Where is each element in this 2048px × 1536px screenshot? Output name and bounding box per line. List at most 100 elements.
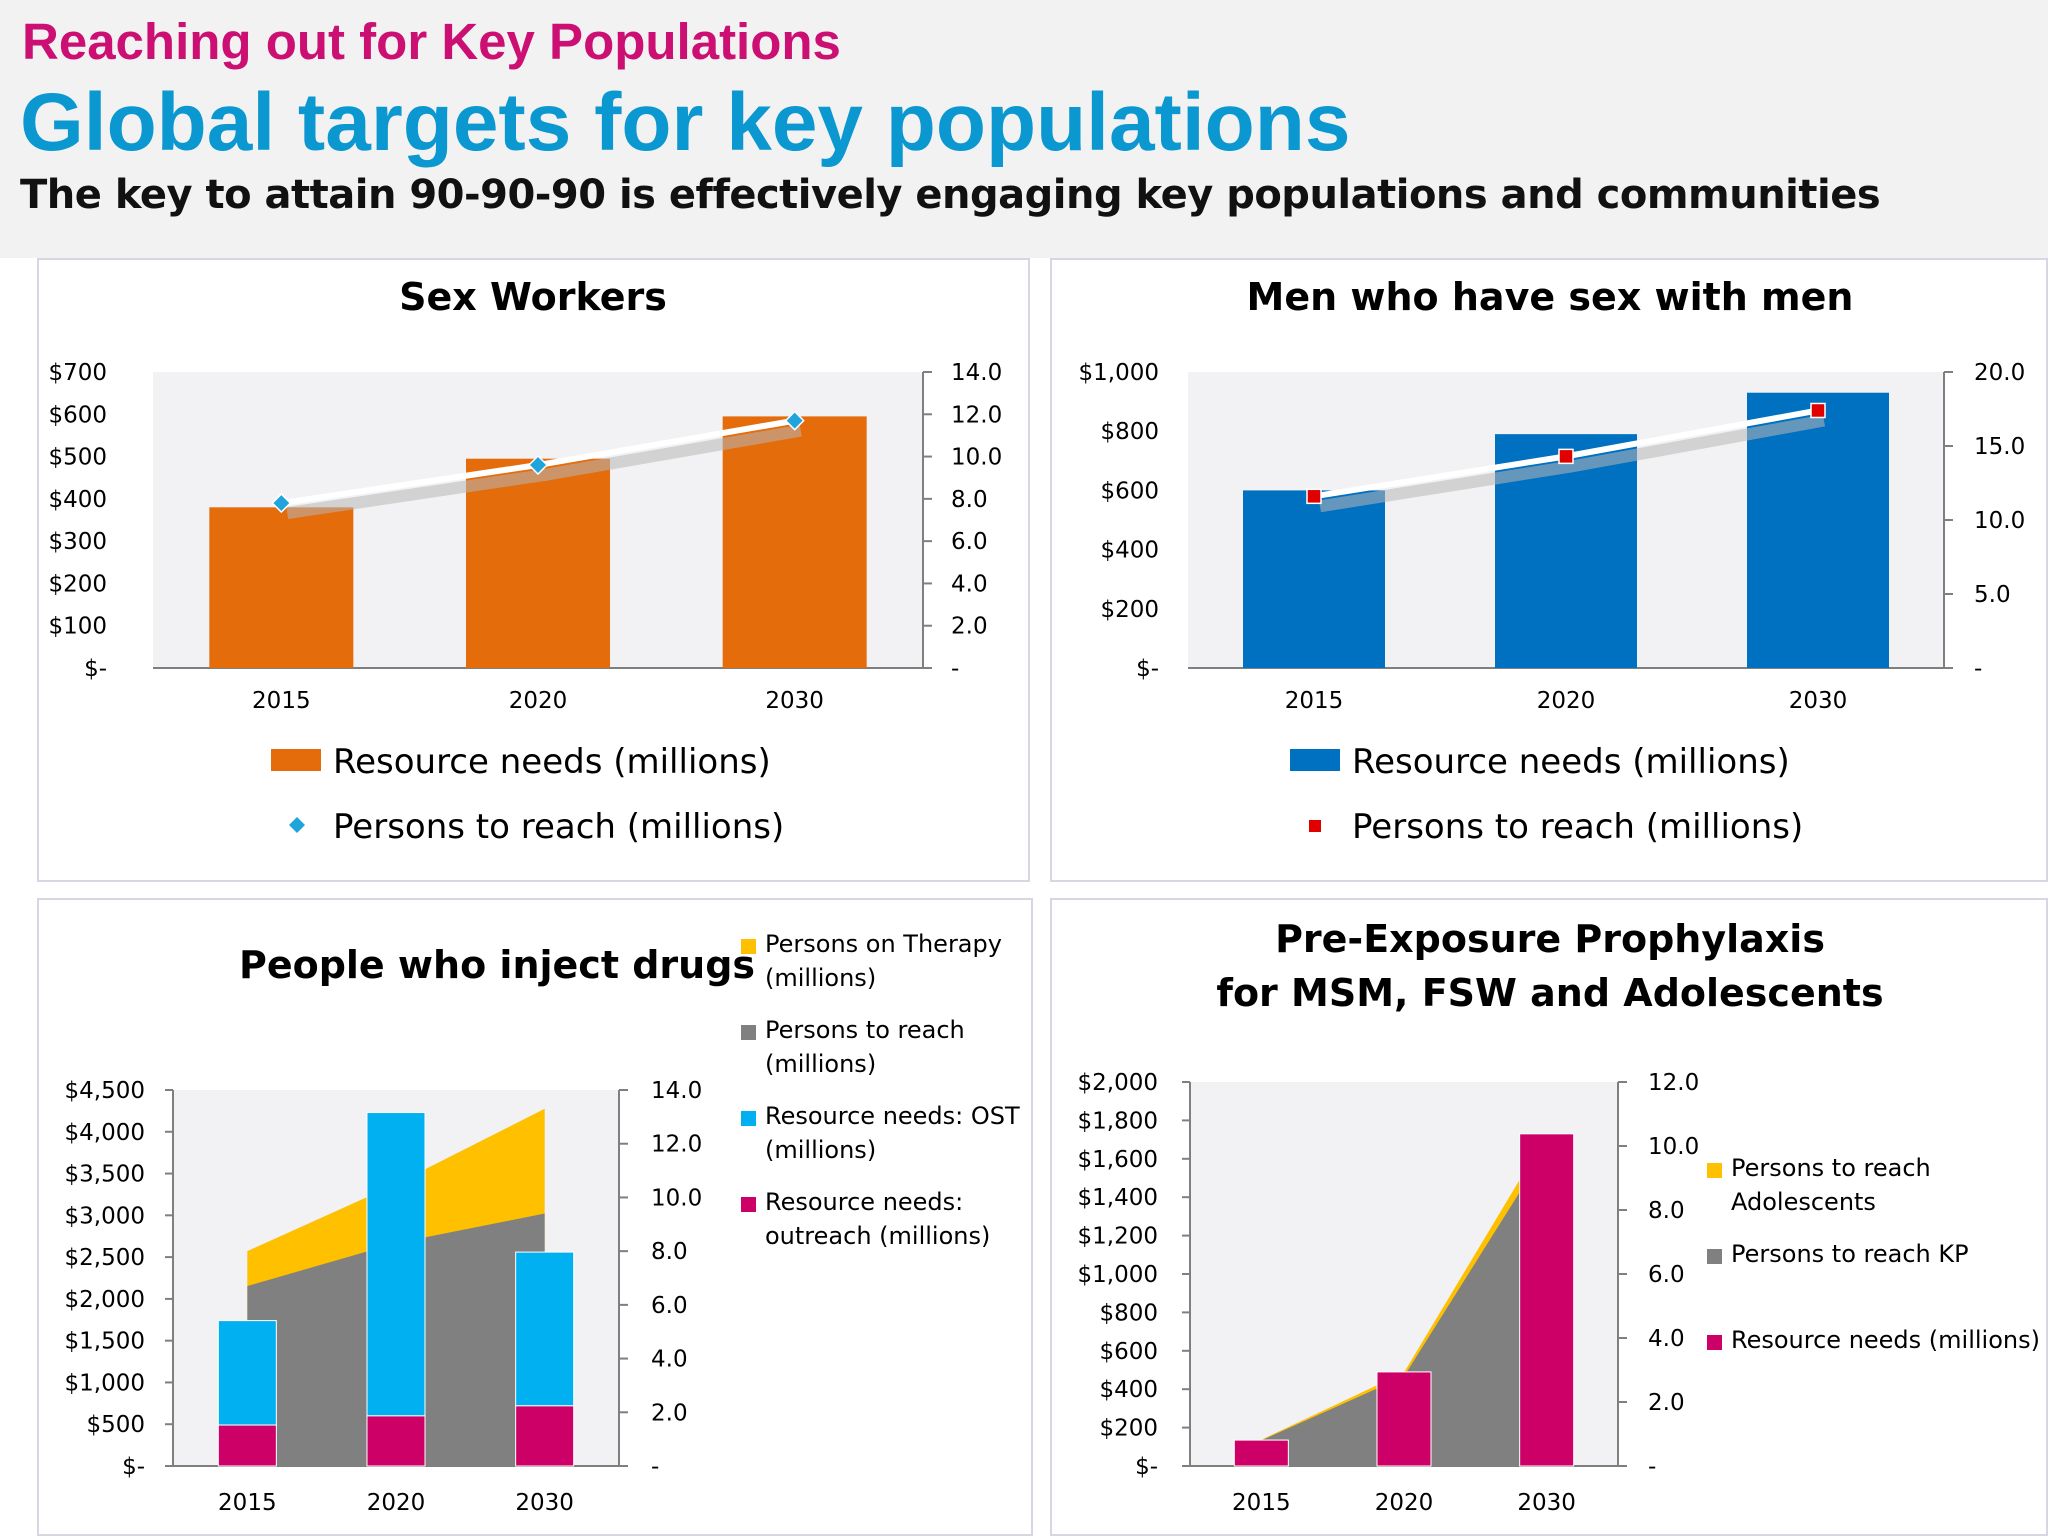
- bar-resource-needs-ost: [366, 1112, 426, 1417]
- left-axis-tick-label: $700: [48, 360, 107, 386]
- right-axis-tick-label: 15.0: [1974, 434, 2025, 460]
- chart-title: Pre-Exposure Prophylaxis: [1275, 917, 1825, 961]
- right-axis-tick-label: 20.0: [1974, 360, 2025, 386]
- right-axis-tick-label: 10.0: [1648, 1134, 1699, 1160]
- x-axis-tick-label: 2030: [765, 688, 824, 714]
- left-axis-tick-label: $100: [48, 614, 107, 640]
- right-axis-tick-label: 12.0: [1648, 1070, 1699, 1096]
- left-axis-tick-label: $800: [1100, 419, 1159, 445]
- bar-resource-needs: [1243, 490, 1385, 668]
- marker-persons-to-reach: [271, 493, 292, 514]
- legend-label-resource-needs: Resource needs (millions): [333, 742, 771, 782]
- bar-resource-needs-outreach: [515, 1405, 575, 1467]
- legend-swatch-resource-needs: [271, 749, 321, 771]
- msm-chart: Men who have sex with men $- $200 $400 $600 $…: [1079, 275, 2026, 847]
- right-axis-tick-label: 8.0: [1648, 1198, 1685, 1224]
- right-axis-tick-label: 2.0: [651, 1400, 688, 1426]
- left-axis-tick-label: $1,400: [1078, 1185, 1158, 1211]
- x-axis-tick-label: 2015: [1285, 688, 1344, 714]
- legend-label-persons-to-reach: Persons to reach (millions): [1352, 807, 1803, 847]
- bar-resource-needs: [1519, 1133, 1575, 1467]
- header-banner: Reaching out for Key Populations Global …: [0, 0, 2048, 258]
- legend-label-persons-on-therapy: Persons on Therapy: [765, 930, 1002, 958]
- x-axis-tick-label: 2030: [515, 1490, 574, 1516]
- left-axis-tick-label: $1,200: [1078, 1224, 1158, 1250]
- right-axis-tick-label: 14.0: [651, 1078, 702, 1104]
- chart-panel-prep: Pre-Exposure Prophylaxis for MSM, FSW and…: [1050, 898, 2048, 1536]
- x-axis-tick-label: 2020: [509, 688, 568, 714]
- legend-label-resource-needs: Resource needs (millions): [1352, 742, 1790, 782]
- legend-label-resource-needs-outreach: Resource needs:: [765, 1188, 963, 1216]
- chart-title: Men who have sex with men: [1247, 275, 1854, 319]
- legend-label-persons-to-reach-adolescents-line2: Adolescents: [1731, 1188, 1876, 1216]
- left-axis-tick-label: $400: [1100, 538, 1159, 564]
- bar-resource-needs: [1233, 1439, 1289, 1467]
- left-axis-tick-label: $-: [1136, 656, 1159, 682]
- left-axis-tick-label: $1,600: [1078, 1147, 1158, 1173]
- left-axis-tick-label: $1,000: [65, 1370, 145, 1396]
- chart-title: Sex Workers: [399, 275, 667, 319]
- left-axis-tick-label: $2,500: [65, 1245, 145, 1271]
- left-axis-tick-label: $800: [1099, 1300, 1158, 1326]
- marker-persons-to-reach: [1810, 402, 1826, 419]
- right-axis-tick-label: -: [1974, 656, 1982, 682]
- left-axis-tick-label: $4,000: [65, 1120, 145, 1146]
- bar-resource-needs-outreach: [366, 1415, 426, 1467]
- marker-persons-to-reach: [527, 454, 549, 476]
- bar-resource-needs: [1747, 392, 1889, 668]
- x-axis-tick-label: 2015: [218, 1490, 277, 1516]
- right-axis-tick-label: 5.0: [1974, 582, 2011, 608]
- left-axis-tick-label: $1,000: [1078, 1262, 1158, 1288]
- x-axis-tick-label: 2015: [1232, 1490, 1291, 1516]
- x-axis-tick-label: 2020: [1537, 688, 1596, 714]
- marker-persons-to-reach: [1558, 448, 1574, 465]
- left-axis-tick-label: $2,000: [65, 1287, 145, 1313]
- legend-label-persons-to-reach: Persons to reach: [765, 1016, 965, 1044]
- left-axis-tick-label: $2,000: [1078, 1070, 1158, 1096]
- left-axis-tick-label: $500: [86, 1412, 145, 1438]
- legend-label-resource-needs: Resource needs (millions): [1731, 1326, 2040, 1354]
- left-axis-tick-label: $500: [48, 445, 107, 471]
- left-axis-tick-label: $600: [48, 402, 107, 428]
- right-axis-tick-label: 6.0: [951, 529, 988, 555]
- marker-persons-to-reach: [1306, 488, 1322, 505]
- left-axis-tick-label: $200: [48, 571, 107, 597]
- x-axis-tick-label: 2030: [1789, 688, 1848, 714]
- right-axis-tick-label: 10.0: [951, 445, 1002, 471]
- kicker-heading: Reaching out for Key Populations: [22, 13, 841, 70]
- legend-label-resource-needs-ost-line2: (millions): [765, 1136, 876, 1164]
- bar-resource-needs: [466, 458, 610, 668]
- left-axis-tick-label: $-: [1135, 1454, 1158, 1480]
- right-axis-tick-label: 2.0: [951, 614, 988, 640]
- left-axis-tick-label: $300: [48, 529, 107, 555]
- page-title: Global targets for key populations: [20, 77, 1351, 168]
- left-axis-tick-label: $-: [122, 1454, 145, 1480]
- legend-label-persons-to-reach-adolescents: Persons to reach: [1731, 1154, 1931, 1182]
- right-axis-tick-label: 12.0: [651, 1132, 702, 1158]
- sex-workers-chart: Sex Workers $- $100 $200 $300 $400 $500 $600 $70…: [48, 275, 1002, 847]
- legend-swatch-persons-to-reach: [1309, 820, 1321, 832]
- right-axis-tick-label: 4.0: [651, 1347, 688, 1373]
- bar-resource-needs: [209, 507, 354, 668]
- left-axis-tick-label: $1,500: [65, 1329, 145, 1355]
- legend-swatch-resource-needs-outreach: [741, 1197, 756, 1212]
- chart-title-line2: for MSM, FSW and Adolescents: [1216, 971, 1883, 1015]
- bar-resource-needs: [722, 416, 867, 668]
- left-axis-tick-label: $3,500: [65, 1162, 145, 1188]
- left-axis-tick-label: $-: [84, 656, 107, 682]
- right-axis-tick-label: 10.0: [651, 1185, 702, 1211]
- x-axis-tick-label: 2030: [1517, 1490, 1576, 1516]
- legend-label-persons-to-reach: Persons to reach (millions): [333, 807, 784, 847]
- right-axis-tick-label: 8.0: [651, 1239, 688, 1265]
- right-axis-tick-label: -: [651, 1454, 659, 1480]
- legend-label-resource-needs-ost: Resource needs: OST: [765, 1102, 1020, 1130]
- line-shadow: [1319, 414, 1826, 513]
- right-axis-tick-label: 14.0: [951, 360, 1002, 386]
- left-axis-tick-label: $600: [1099, 1339, 1158, 1365]
- left-axis-tick-label: $3,000: [65, 1203, 145, 1229]
- pwid-chart: People who inject drugs $- $500 $1,000 $1,50…: [65, 930, 1020, 1516]
- left-axis-tick-label: $200: [1100, 597, 1159, 623]
- legend-label-persons-to-reach-kp: Persons to reach KP: [1731, 1240, 1969, 1268]
- left-axis-tick-label: $4,500: [65, 1078, 145, 1104]
- left-axis-tick-label: $600: [1100, 478, 1159, 504]
